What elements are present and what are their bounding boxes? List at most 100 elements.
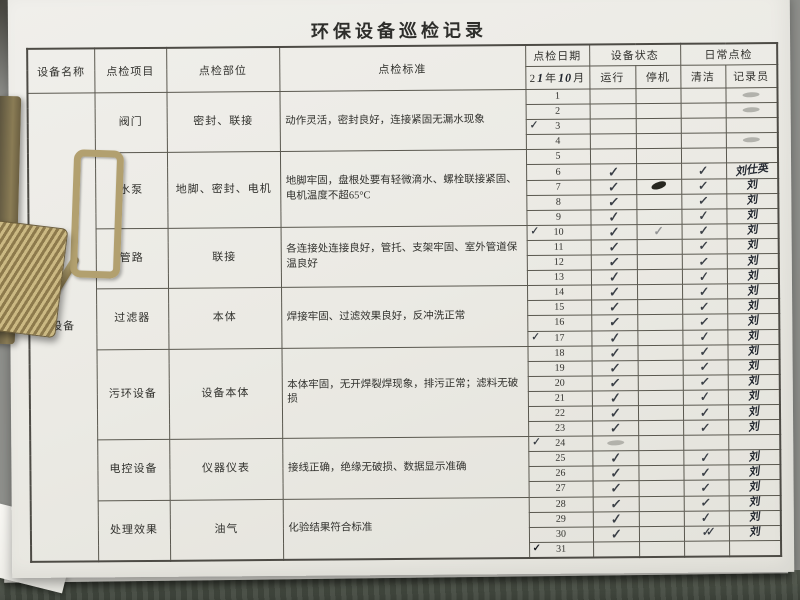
day-stop-cell <box>637 344 683 361</box>
checkmark: ✓ <box>607 239 620 255</box>
day-number: 8 <box>555 196 561 208</box>
day-number: 19 <box>554 362 565 374</box>
day-run-cell: ✓ <box>592 481 639 497</box>
day-number: 11 <box>553 241 564 253</box>
day-clean-cell: ✓ <box>683 465 729 481</box>
day-stop-cell <box>636 239 682 255</box>
day-recorder-cell: 刘 <box>728 510 781 526</box>
day-date-cell: 2 <box>525 104 590 120</box>
day-run-cell <box>593 541 640 558</box>
group-item-cell: 处理效果 <box>97 499 171 562</box>
recorder-signature: 刘 <box>747 405 760 419</box>
day-date-cell: 21 <box>527 390 592 407</box>
day-date-cell: 12 <box>526 255 591 271</box>
group-item-cell: 污环设备 <box>96 348 170 441</box>
group-part: 联接 <box>212 251 237 264</box>
group-part-cell: 地脚、密封、电机 <box>166 151 281 229</box>
group-part: 密封、联接 <box>193 115 254 128</box>
day-clean-cell <box>680 133 726 149</box>
day-recorder-cell: 刘 <box>726 178 779 194</box>
day-date-cell: 14 <box>527 285 592 301</box>
day-number: 27 <box>555 483 566 495</box>
group-part: 本体 <box>212 311 237 324</box>
day-date-cell: 18 <box>527 345 592 362</box>
day-stop-cell <box>638 480 684 497</box>
day-recorder-cell: 刘 <box>727 344 780 360</box>
ink-scribble <box>650 179 667 191</box>
day-clean-cell: ✓ <box>681 223 727 240</box>
group-item: 过滤器 <box>114 312 151 325</box>
day-stop-cell <box>638 420 684 436</box>
checkmark: ✓ <box>608 330 621 346</box>
day-stop-cell <box>635 148 682 165</box>
day-date-cell: 26 <box>528 466 593 482</box>
day-run-cell <box>589 88 636 105</box>
checkmark: ✓ <box>699 299 711 314</box>
recorder-signature: 刘 <box>746 223 759 238</box>
group-standard: 动作灵活，密封良好，连接紧固无漏水现象 <box>285 113 485 127</box>
group-standard-cell: 动作灵活，密封良好，连接紧固无漏水现象 <box>279 89 526 152</box>
day-date-cell: 25 <box>528 451 593 467</box>
checkmark: ✓ <box>698 208 710 224</box>
checkmark: ✓ <box>700 480 712 495</box>
day-run-cell: ✓ <box>591 390 638 406</box>
day-clean-cell <box>680 148 727 164</box>
day-recorder-cell: 刘 <box>726 238 779 254</box>
day-run-cell: ✓ <box>591 375 638 391</box>
handwritten-year-digit: 1 <box>537 70 545 85</box>
recorder-signature: 刘 <box>745 178 759 193</box>
day-clean-cell: ✓ <box>682 299 728 315</box>
group-part-cell: 油气 <box>169 498 284 561</box>
day-date-cell: ✓ 3 <box>525 119 590 135</box>
day-stop-cell <box>635 103 681 119</box>
day-recorder-cell <box>725 147 779 164</box>
group-part-cell: 本体 <box>168 287 282 349</box>
day-number: 24 <box>555 437 566 449</box>
group-standard: 地脚牢固，盘根处要有轻微滴水、螺栓联接紧固、电机温度不超65°C <box>285 174 517 202</box>
day-stop-cell: ✓ <box>636 224 682 240</box>
recorder-signature: 刘 <box>746 254 759 268</box>
day-date-cell: 11 <box>526 239 591 256</box>
checkmark: ✓ <box>698 163 709 179</box>
day-stop-cell <box>636 254 682 270</box>
day-number: 17 <box>554 332 565 344</box>
header-date-value: 21年10月 <box>525 66 590 90</box>
inspection-record-sheet: 环保设备巡检记录 设备名称 点检项目 点检部位 点检标准 点检日期 设备状态 日… <box>7 0 795 579</box>
clip-wire-loop <box>69 149 125 279</box>
day-run-cell: ✓ <box>590 254 637 271</box>
day-run-cell: ✓ <box>590 164 637 180</box>
day-clean-cell: ✓✓ <box>683 525 730 542</box>
group-part-cell: 联接 <box>167 227 282 289</box>
day-recorder-cell: 刘 <box>727 374 780 390</box>
checkmark: ✓ <box>607 224 620 240</box>
checkmark: ✓ <box>700 389 711 405</box>
day-date-cell: ✓ 17 <box>527 330 592 347</box>
day-number: 22 <box>554 407 566 419</box>
recorder-signature: 刘 <box>746 314 760 328</box>
group-item-cell: 电控设备 <box>97 439 170 501</box>
day-date-cell: 9 <box>526 209 591 226</box>
day-run-cell: ✓ <box>590 269 638 286</box>
checkmark: ✓ <box>700 495 713 510</box>
recorder-signature: 刘 <box>748 510 761 525</box>
group-item: 污环设备 <box>108 387 157 401</box>
day-date-cell: 1 <box>525 89 590 105</box>
day-recorder-cell <box>729 540 782 557</box>
day-recorder-cell: 刘 <box>727 359 780 375</box>
day-run-cell: ✓ <box>591 405 639 422</box>
year-unit: 年 <box>545 72 558 85</box>
day-run-cell: ✓ <box>591 315 638 331</box>
day-number: 20 <box>554 377 565 389</box>
day-number: 29 <box>555 513 566 525</box>
day-clean-cell <box>684 540 730 557</box>
day-clean-cell: ✓ <box>682 389 728 406</box>
day-run-cell: ✓ <box>590 224 637 240</box>
month-unit: 月 <box>573 72 586 85</box>
checkmark: ✓ <box>698 314 711 329</box>
day-run-cell <box>589 133 636 150</box>
header-run: 运行 <box>589 65 636 90</box>
header-inspect-standard: 点检标准 <box>279 45 526 92</box>
day-recorder-cell: 刘 <box>727 298 780 315</box>
day-recorder-cell: 刘 <box>726 193 779 209</box>
checkmark: ✓✓ <box>702 526 711 540</box>
